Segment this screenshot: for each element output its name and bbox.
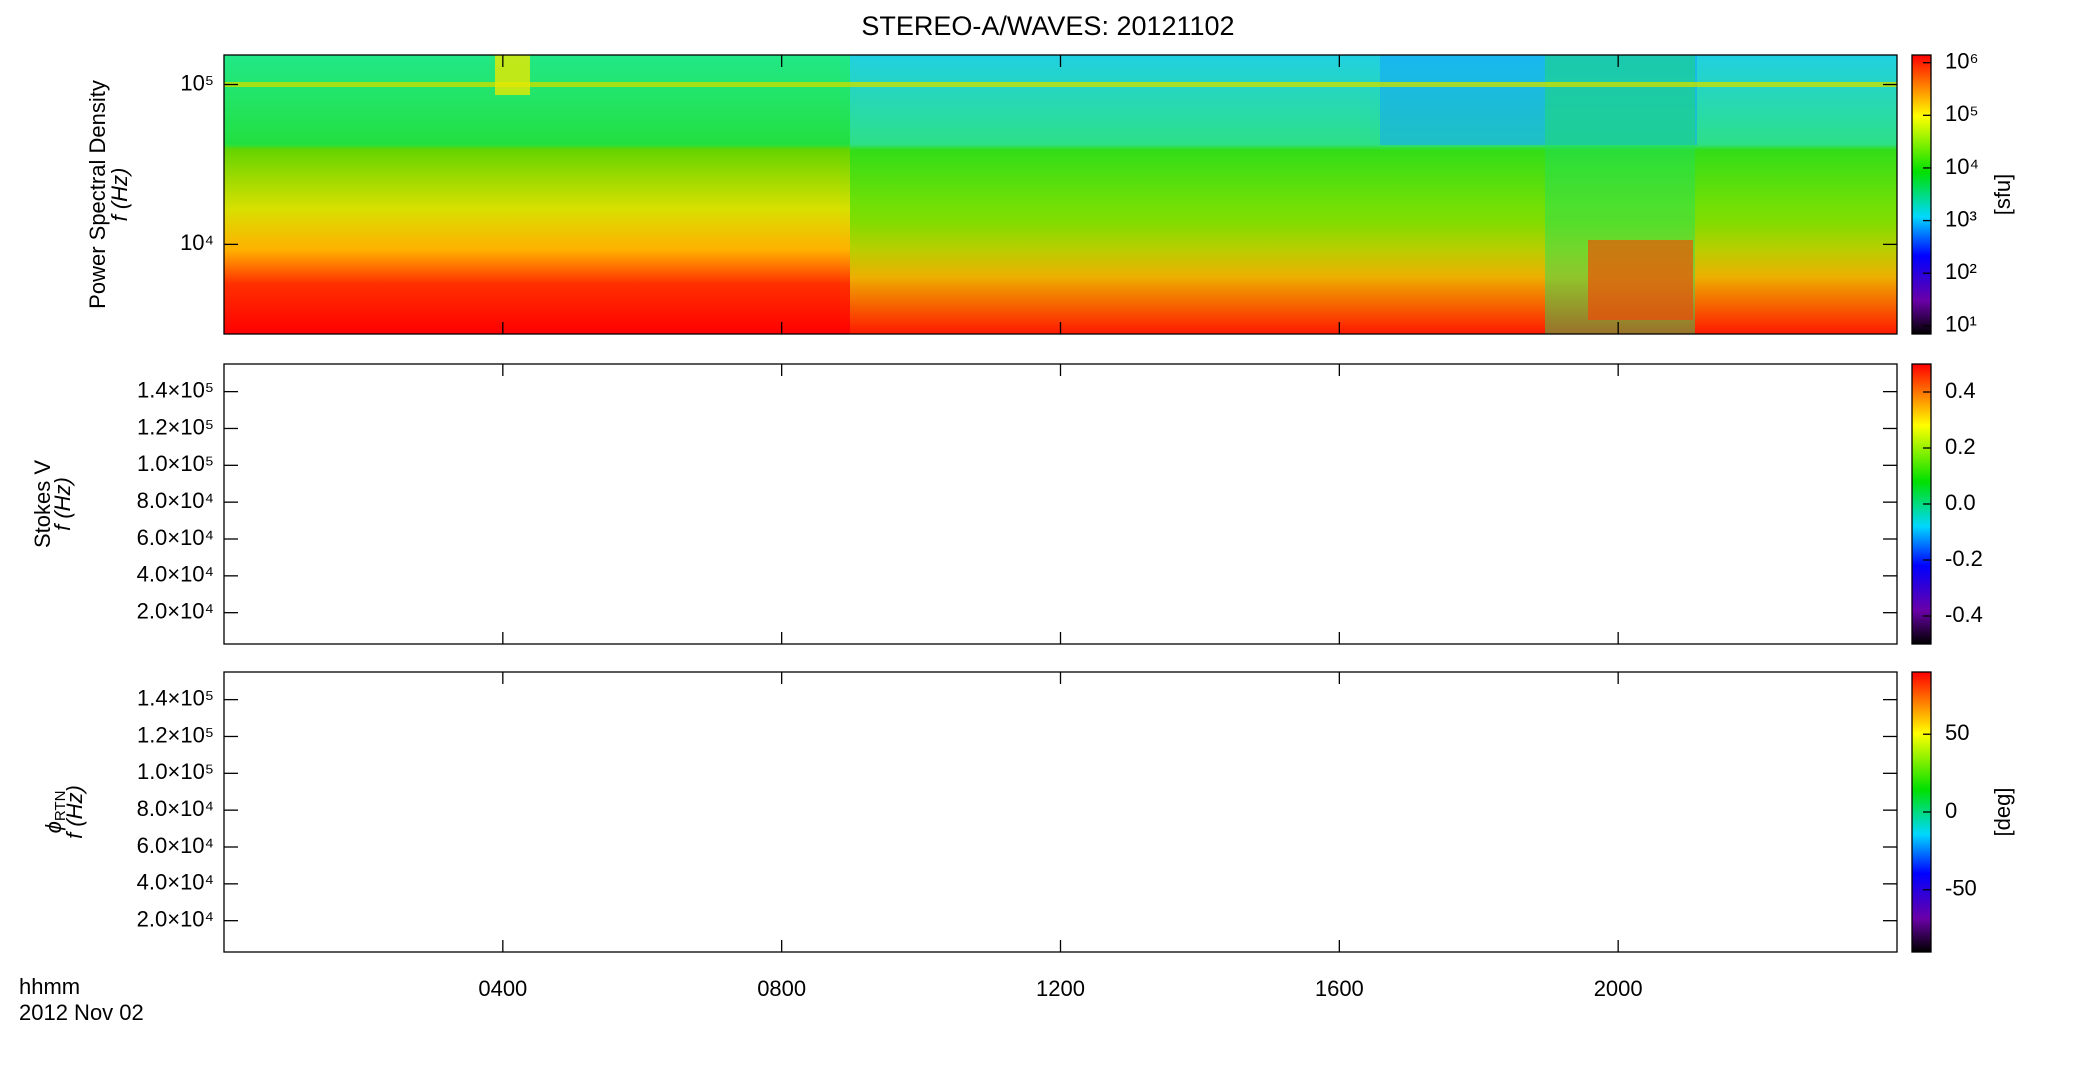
spectrogram-image bbox=[224, 55, 1897, 334]
y-axis-label: Power Spectral Density bbox=[85, 80, 110, 309]
y-tick-label: 1.4×10⁵ bbox=[137, 377, 214, 402]
colorbar-tick-label: -0.4 bbox=[1945, 602, 1983, 627]
colorbar-tick-label: 50 bbox=[1945, 720, 1969, 745]
plot-frame bbox=[223, 671, 1898, 953]
colorbar-tick-label: 10¹ bbox=[1945, 312, 1977, 337]
y-tick-label: 6.0×10⁴ bbox=[137, 833, 214, 858]
y-tick-label: 10⁵ bbox=[180, 70, 214, 95]
colorbar-tick-label: -50 bbox=[1945, 876, 1977, 901]
y-axis-label: f (Hz) bbox=[107, 168, 132, 222]
y-tick-label: 8.0×10⁴ bbox=[137, 796, 214, 821]
x-tick-label: 2000 bbox=[1594, 976, 1643, 1001]
colorbar bbox=[1911, 54, 1932, 335]
y-tick-label: 2.0×10⁴ bbox=[137, 906, 214, 931]
plot-frame bbox=[223, 363, 1898, 645]
y-tick-label: 1.2×10⁵ bbox=[137, 722, 214, 747]
y-tick-label: 1.0×10⁵ bbox=[137, 759, 214, 784]
colorbar-label: [sfu] bbox=[1990, 174, 2015, 216]
y-axis-label: Stokes V bbox=[30, 460, 55, 548]
y-tick-label: 10⁴ bbox=[180, 230, 214, 255]
y-axis-label-subscript: RTN bbox=[52, 791, 69, 822]
x-axis-label: 2012 Nov 02 bbox=[19, 1000, 144, 1025]
y-tick-label: 1.2×10⁵ bbox=[137, 414, 214, 439]
colorbar-tick-label: 10⁴ bbox=[1945, 154, 1979, 179]
colorbar-tick-label: 10⁵ bbox=[1945, 101, 1979, 126]
colorbar-tick-label: 10⁶ bbox=[1945, 49, 1979, 74]
y-tick-label: 1.4×10⁵ bbox=[137, 685, 214, 710]
y-axis-label: f (Hz) bbox=[62, 785, 87, 839]
colorbar-tick-label: -0.2 bbox=[1945, 546, 1983, 571]
x-tick-label: 0800 bbox=[757, 976, 806, 1001]
y-tick-label: 4.0×10⁴ bbox=[137, 562, 214, 587]
x-tick-label: 1600 bbox=[1315, 976, 1364, 1001]
colorbar-tick-label: 0.2 bbox=[1945, 434, 1976, 459]
colorbar-tick-label: 0 bbox=[1945, 798, 1957, 823]
x-axis-label: hhmm bbox=[19, 974, 80, 999]
y-tick-label: 1.0×10⁵ bbox=[137, 451, 214, 476]
colorbar-tick-label: 0.0 bbox=[1945, 490, 1976, 515]
x-tick-label: 1200 bbox=[1036, 976, 1085, 1001]
colorbar-tick-label: 0.4 bbox=[1945, 378, 1976, 403]
colorbar-tick-label: 10² bbox=[1945, 259, 1977, 284]
chart-title: STEREO-A/WAVES: 20121102 bbox=[861, 11, 1234, 41]
x-tick-label: 0400 bbox=[478, 976, 527, 1001]
y-axis-label: f (Hz) bbox=[50, 477, 75, 531]
y-tick-label: 2.0×10⁴ bbox=[137, 598, 214, 623]
colorbar-label: [deg] bbox=[1990, 788, 2015, 837]
colorbar-tick-label: 10³ bbox=[1945, 206, 1977, 231]
y-tick-label: 6.0×10⁴ bbox=[137, 525, 214, 550]
y-tick-label: 4.0×10⁴ bbox=[137, 870, 214, 895]
y-tick-label: 8.0×10⁴ bbox=[137, 488, 214, 513]
